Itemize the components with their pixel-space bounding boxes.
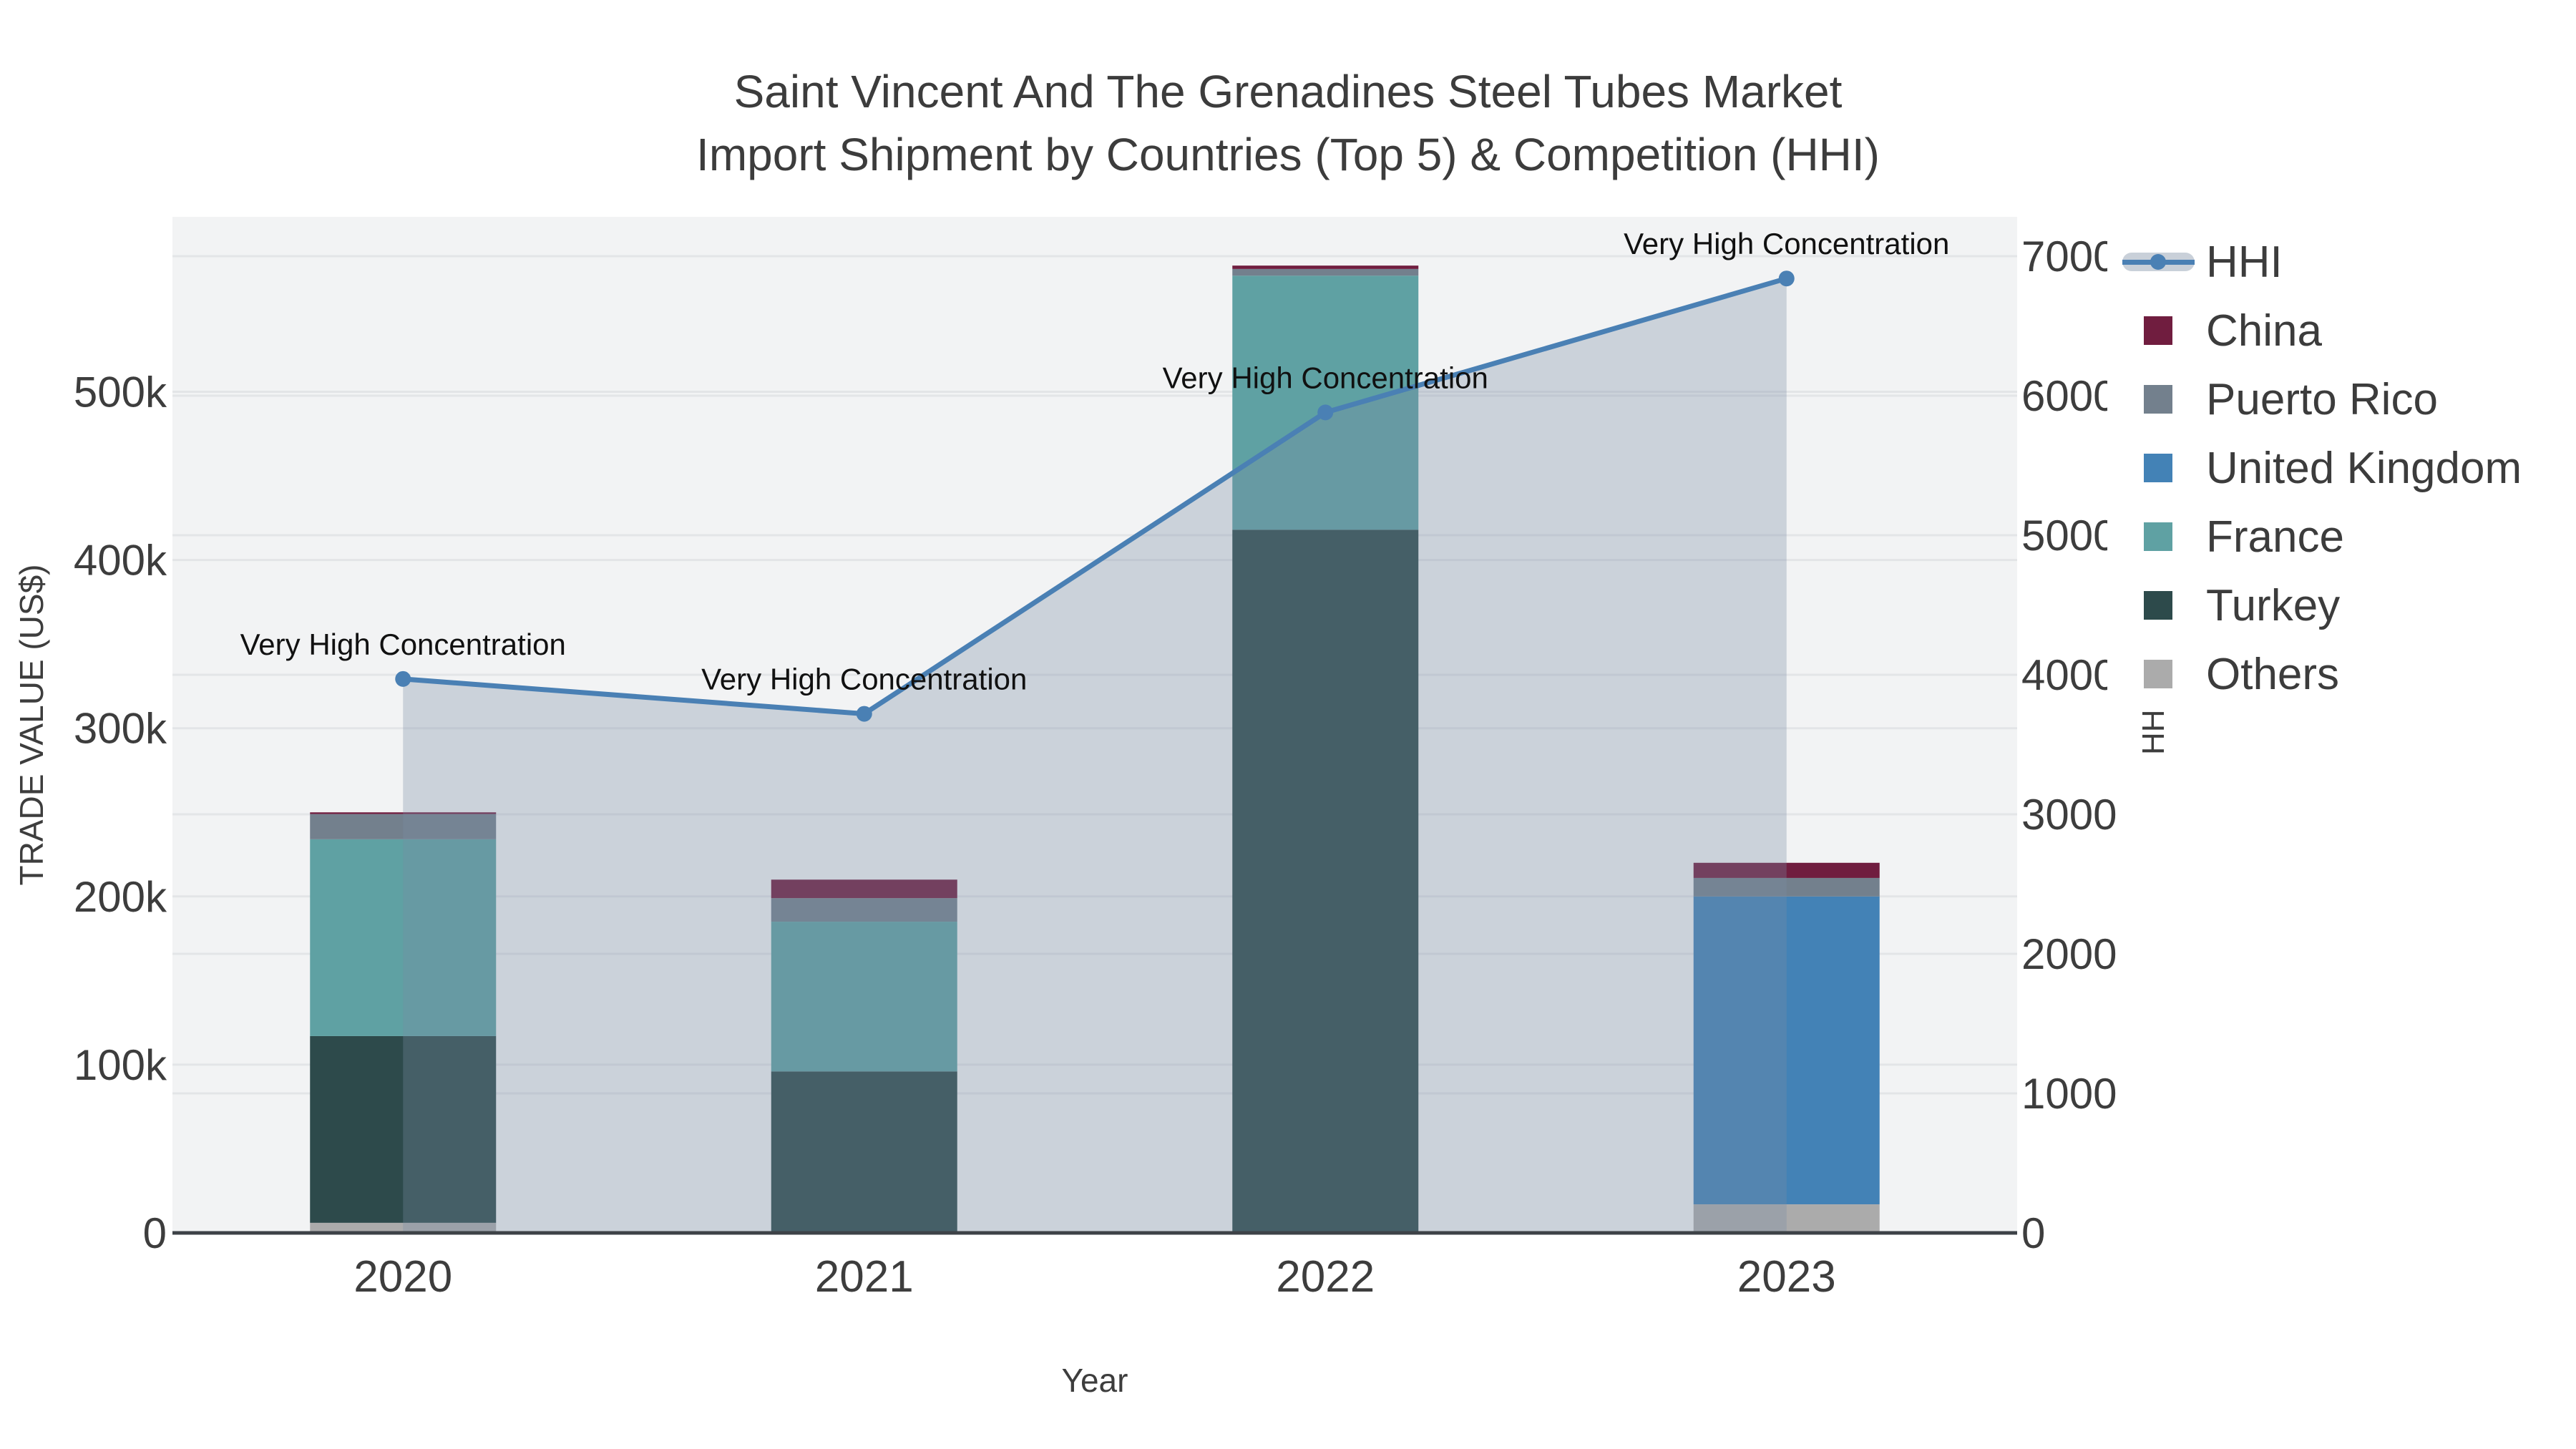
bar-segment-france-2021[interactable] xyxy=(771,922,957,1072)
annotation-2020: Very High Concentration xyxy=(240,628,566,661)
legend-label: HHI xyxy=(2206,237,2283,287)
hhi-point-2023[interactable] xyxy=(1778,270,1795,287)
y-right-tick-7000: 7000 xyxy=(2021,233,2117,280)
hhi-point-2021[interactable] xyxy=(856,706,872,722)
x-tick-2023[interactable]: 2023 xyxy=(1737,1252,1836,1302)
chart-title-line1: Saint Vincent And The Grenadines Steel T… xyxy=(733,66,1843,117)
y-right-tick-2000: 2000 xyxy=(2021,930,2117,978)
bar-segment-france-2022[interactable] xyxy=(1232,275,1419,530)
color-swatch-icon xyxy=(2144,316,2172,345)
right-axis-title: HHI xyxy=(2136,701,2171,755)
bar-segment-united-kingdom-2023[interactable] xyxy=(1693,896,1880,1205)
hhi-point-2020[interactable] xyxy=(395,670,411,687)
legend-label: China xyxy=(2206,306,2322,356)
x-tick-2020[interactable]: 2020 xyxy=(353,1252,452,1302)
y-left-tick-400k: 400k xyxy=(74,537,167,585)
bar-segment-china-2021[interactable] xyxy=(771,879,957,899)
bar-segment-turkey-2022[interactable] xyxy=(1232,530,1419,1233)
legend-line-sample-icon xyxy=(2122,248,2195,276)
legend-label: United Kingdom xyxy=(2206,443,2522,493)
hhi-line xyxy=(402,275,1787,717)
y-right-tick-6000: 6000 xyxy=(2021,372,2117,420)
legend: HHI China Puerto Rico United Kingdom France T… xyxy=(2107,228,2576,711)
bar-segment-turkey-2021[interactable] xyxy=(771,1071,957,1231)
bar-segment-puerto-rico-2020[interactable] xyxy=(310,814,497,839)
legend-item-united-kingdom[interactable]: United Kingdom xyxy=(2107,434,2576,502)
bar-segment-puerto-rico-2023[interactable] xyxy=(1693,877,1880,897)
legend-item-france[interactable]: France xyxy=(2107,502,2576,571)
bar-segment-puerto-rico-2021[interactable] xyxy=(771,898,957,922)
bar-segment-others-2020[interactable] xyxy=(310,1222,497,1233)
y-right-tick-0: 0 xyxy=(2021,1209,2045,1257)
legend-label: Turkey xyxy=(2206,580,2341,630)
legend-label: France xyxy=(2206,512,2344,562)
y-right-tick-1000: 1000 xyxy=(2021,1070,2117,1118)
y-left-tick-500k: 500k xyxy=(74,369,167,416)
legend-item-others[interactable]: Others xyxy=(2107,640,2576,708)
annotation-2023: Very High Concentration xyxy=(1624,227,1949,260)
bar-segment-china-2022[interactable] xyxy=(1232,265,1419,269)
legend-item-puerto-rico[interactable]: Puerto Rico xyxy=(2107,365,2576,434)
legend-swatch-icon xyxy=(2122,522,2195,551)
annotation-2021: Very High Concentration xyxy=(701,663,1027,696)
color-swatch-icon xyxy=(2144,591,2172,620)
bar-segment-others-2023[interactable] xyxy=(1693,1204,1880,1233)
x-tick-2021[interactable]: 2021 xyxy=(815,1252,914,1302)
y-left-tick-100k: 100k xyxy=(74,1041,167,1089)
y-left-tick-0: 0 xyxy=(143,1209,167,1257)
y-right-tick-3000: 3000 xyxy=(2021,791,2117,839)
color-swatch-icon xyxy=(2144,522,2172,551)
x-tick-2022[interactable]: 2022 xyxy=(1276,1252,1375,1302)
bar-segment-china-2023[interactable] xyxy=(1693,862,1880,878)
bar-segment-china-2020[interactable] xyxy=(310,812,497,814)
y-left-tick-300k: 300k xyxy=(74,705,167,753)
chart-title-line2: Import Shipment by Countries (Top 5) & C… xyxy=(696,129,1880,180)
hhi-area xyxy=(403,278,1787,1233)
legend-item-turkey[interactable]: Turkey xyxy=(2107,571,2576,640)
y-right-tick-5000: 5000 xyxy=(2021,512,2117,560)
annotation-2022: Very High Concentration xyxy=(1163,361,1488,394)
legend-swatch-icon xyxy=(2122,385,2195,414)
legend-swatch-icon xyxy=(2122,591,2195,620)
hhi-marker-icon xyxy=(2150,254,2166,270)
x-axis-title: Year xyxy=(1062,1362,1128,1399)
bar-segment-puerto-rico-2022[interactable] xyxy=(1232,268,1419,276)
bar-segment-turkey-2020[interactable] xyxy=(310,1035,497,1223)
legend-label: Puerto Rico xyxy=(2206,374,2438,424)
color-swatch-icon xyxy=(2144,385,2172,414)
legend-swatch-icon xyxy=(2122,454,2195,482)
bar-segment-france-2020[interactable] xyxy=(310,839,497,1036)
color-swatch-icon xyxy=(2144,454,2172,482)
legend-item-china[interactable]: China xyxy=(2107,296,2576,365)
legend-item-hhi[interactable]: HHI xyxy=(2107,228,2576,296)
legend-label: Others xyxy=(2206,649,2340,699)
legend-swatch-icon xyxy=(2122,316,2195,345)
y-right-tick-4000: 4000 xyxy=(2021,651,2117,699)
chart-title: Saint Vincent And The Grenadines Steel T… xyxy=(0,60,2576,186)
color-swatch-icon xyxy=(2144,660,2172,688)
hhi-point-2022[interactable] xyxy=(1317,404,1334,421)
y-left-tick-200k: 200k xyxy=(74,873,167,921)
left-axis-title: TRADE VALUE (US$) xyxy=(13,564,50,885)
legend-swatch-icon xyxy=(2122,660,2195,688)
